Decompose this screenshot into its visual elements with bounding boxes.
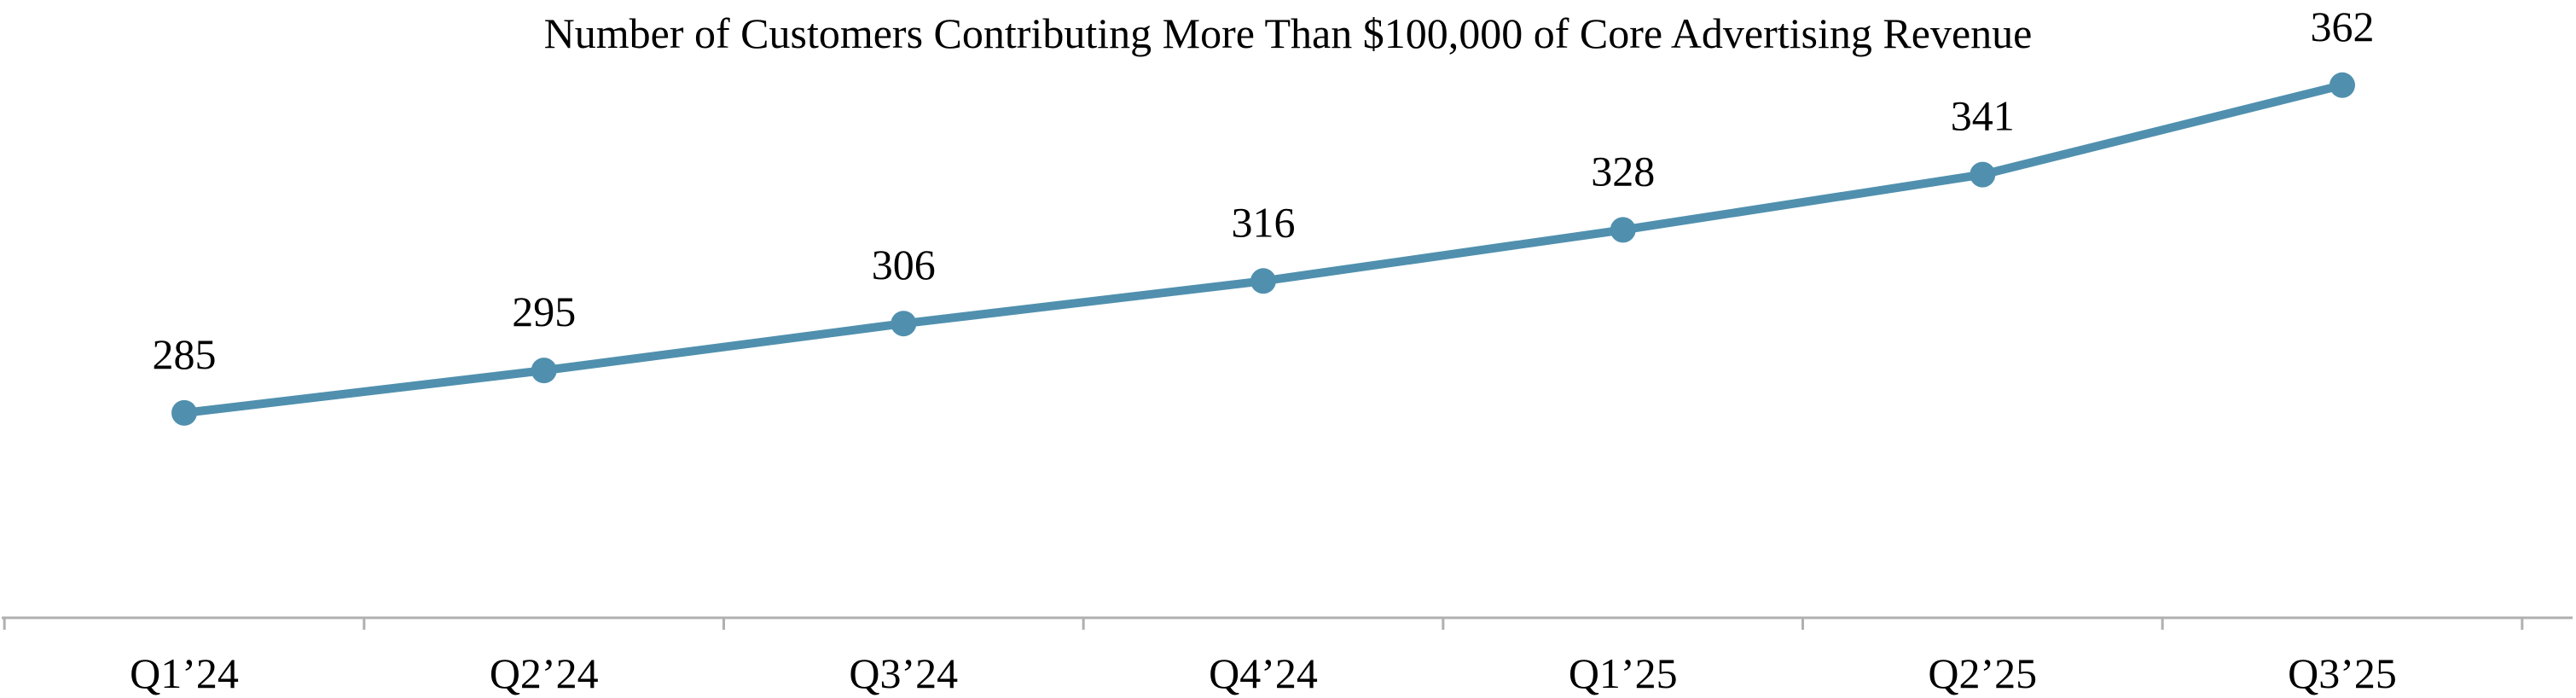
data-point-marker [891,311,917,337]
x-tick-label: Q1’25 [1569,649,1678,697]
series-line-group [180,80,2347,417]
x-tick-label: Q3’24 [849,649,958,697]
x-tick-label: Q2’25 [1928,649,2037,697]
x-tick-label: Q3’25 [2288,649,2397,697]
x-tick-label: Q1’24 [130,649,239,697]
data-point-marker [1610,217,1636,243]
data-point-marker [1250,268,1276,294]
data-label: 362 [2311,3,2375,50]
data-label: 285 [153,330,217,378]
chart-title: Number of Customers Contributing More Th… [544,9,2033,57]
data-point-marker [171,399,197,426]
x-axis [2,616,2573,630]
data-point-marker [1970,161,1996,188]
x-tick-label: Q2’24 [490,649,599,697]
data-point-marker [2329,72,2355,98]
data-label: 328 [1591,147,1655,195]
data-label: 316 [1232,198,1296,246]
x-tick-labels: Q1’24 Q2’24 Q3’24 Q4’24 Q1’25 Q2’25 Q3’25 [130,649,2397,697]
series-markers [171,72,2355,426]
data-label: 295 [512,288,576,335]
series-line [180,80,2347,417]
x-tick-label: Q4’24 [1209,649,1318,697]
data-label: 306 [872,241,936,288]
data-label: 341 [1951,92,2015,140]
data-point-marker [531,358,557,384]
data-labels: 285 295 306 316 328 341 362 [153,3,2375,378]
